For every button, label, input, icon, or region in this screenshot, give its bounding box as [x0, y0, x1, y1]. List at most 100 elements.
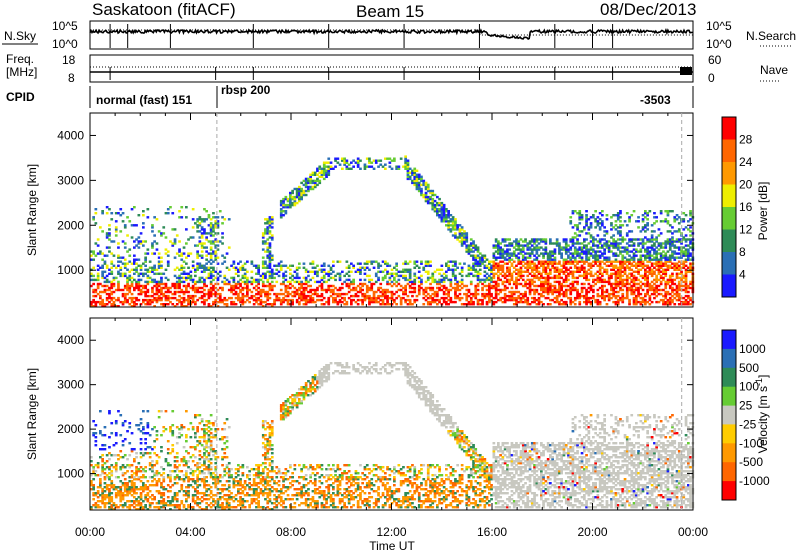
- data-cell: [689, 238, 692, 240]
- data-cell: [269, 293, 272, 295]
- data-cell: [687, 291, 690, 293]
- data-cell: [205, 236, 208, 238]
- data-cell: [108, 452, 111, 454]
- data-cell: [323, 275, 326, 277]
- data-cell: [646, 275, 649, 277]
- data-cell: [560, 252, 563, 254]
- data-cell: [246, 271, 249, 273]
- data-cell: [140, 422, 143, 424]
- data-cell: [533, 297, 536, 299]
- data-cell: [158, 295, 161, 297]
- data-cell: [108, 446, 111, 448]
- data-cell: [572, 283, 575, 285]
- data-cell: [165, 252, 168, 254]
- data-cell: [678, 246, 681, 248]
- data-cell: [210, 275, 213, 277]
- data-cell: [526, 261, 529, 263]
- data-cell: [108, 436, 111, 438]
- data-cell: [592, 289, 595, 291]
- data-cell: [253, 299, 256, 301]
- data-cell: [271, 216, 274, 218]
- data-cell: [450, 218, 453, 220]
- data-cell: [239, 289, 242, 291]
- data-cell: [350, 289, 353, 291]
- data-cell: [642, 283, 645, 285]
- data-cell: [104, 444, 107, 446]
- data-cell: [185, 216, 188, 218]
- data-cell: [502, 283, 505, 285]
- data-cell: [312, 293, 315, 295]
- data-cell: [253, 279, 256, 281]
- data-cell: [574, 277, 577, 279]
- data-cell: [585, 216, 588, 218]
- data-cell: [585, 238, 588, 240]
- data-cell: [113, 502, 116, 504]
- data-cell: [400, 275, 403, 277]
- data-cell: [416, 265, 419, 267]
- data-cell: [630, 285, 633, 287]
- data-cell: [413, 283, 416, 285]
- data-cell: [212, 226, 215, 228]
- data-cell: [364, 267, 367, 269]
- data-cell: [538, 297, 541, 299]
- data-cell: [99, 303, 102, 305]
- data-cell: [624, 238, 627, 240]
- data-cell: [312, 172, 315, 174]
- data-cell: [630, 273, 633, 275]
- data-cell: [682, 255, 685, 257]
- data-cell: [115, 277, 118, 279]
- data-cell: [637, 283, 640, 285]
- data-cell: [104, 261, 107, 263]
- data-cell: [138, 246, 141, 248]
- noise-right-tick-top: 10^5: [706, 19, 732, 33]
- data-cell: [452, 269, 455, 271]
- data-cell: [199, 277, 202, 279]
- data-cell: [515, 248, 518, 250]
- data-cell: [608, 244, 611, 246]
- data-cell: [542, 277, 545, 279]
- data-cell: [526, 279, 529, 281]
- data-cell: [461, 287, 464, 289]
- data-cell: [651, 281, 654, 283]
- data-cell: [581, 283, 584, 285]
- data-cell: [97, 244, 100, 246]
- data-cell: [142, 263, 145, 265]
- data-cell: [180, 281, 183, 283]
- data-cell: [671, 267, 674, 269]
- data-cell: [106, 293, 109, 295]
- data-cell: [508, 291, 511, 293]
- data-cell: [196, 250, 199, 252]
- data-cell: [205, 250, 208, 252]
- data-cell: [156, 218, 159, 220]
- data-cell: [364, 293, 367, 295]
- data-cell: [574, 210, 577, 212]
- data-cell: [375, 261, 378, 263]
- data-cell: [153, 240, 156, 242]
- data-cell: [92, 259, 95, 261]
- data-cell: [199, 263, 202, 265]
- data-cell: [422, 196, 425, 198]
- data-cell: [633, 275, 636, 277]
- data-cell: [364, 164, 367, 166]
- data-cell: [612, 265, 615, 267]
- data-cell: [407, 295, 410, 297]
- data-cell: [128, 220, 131, 222]
- data-cell: [341, 158, 344, 160]
- data-cell: [201, 265, 204, 267]
- data-cell: [615, 244, 618, 246]
- data-cell: [470, 244, 473, 246]
- data-cell: [330, 277, 333, 279]
- data-cell: [230, 277, 233, 279]
- data-cell: [545, 238, 548, 240]
- data-cell: [95, 279, 98, 281]
- data-cell: [637, 269, 640, 271]
- data-cell: [590, 246, 593, 248]
- data-cell: [382, 299, 385, 301]
- data-cell: [140, 470, 143, 472]
- data-cell: [162, 232, 165, 234]
- data-cell: [450, 228, 453, 230]
- data-cell: [99, 267, 102, 269]
- data-cell: [110, 261, 113, 263]
- data-cell: [124, 472, 127, 474]
- data-cell: [633, 289, 636, 291]
